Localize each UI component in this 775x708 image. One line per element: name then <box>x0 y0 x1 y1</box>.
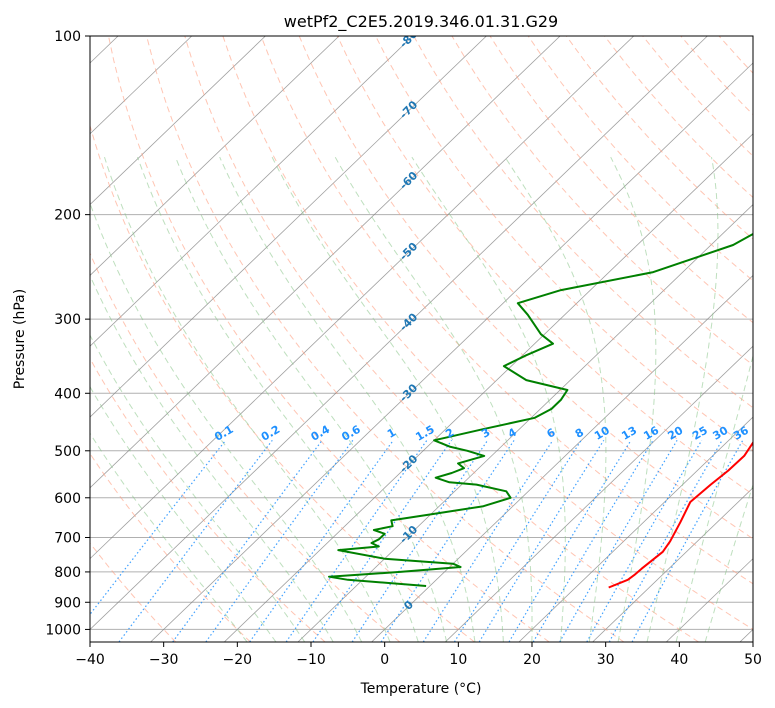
dry-adiabat <box>336 36 753 496</box>
dry-adiabat <box>90 252 401 642</box>
isotherm-line <box>150 62 753 642</box>
mixing-ratio-line <box>380 439 515 642</box>
moist-adiabat <box>104 156 391 642</box>
x-tick-label: 0 <box>380 652 389 668</box>
mixing-ratio-line <box>312 439 453 642</box>
x-tick-label: 30 <box>597 652 615 668</box>
isotherm-line <box>90 36 340 276</box>
mixing-ratio-line <box>586 439 703 642</box>
y-tick-label: 600 <box>54 491 81 507</box>
x-tick-label: 20 <box>523 652 541 668</box>
chart-title: wetPf2_C2E5.2019.346.01.31.G29 <box>284 12 558 32</box>
dewpoint-profile <box>328 232 753 587</box>
dry-adiabat <box>375 36 753 452</box>
isotherm-line <box>444 345 753 642</box>
y-tick-label: 1000 <box>45 622 81 638</box>
mixing-ratio-line <box>608 439 723 642</box>
isotherm-line <box>371 274 753 642</box>
y-tick-label: 200 <box>54 208 81 224</box>
plot-frame <box>89 35 754 643</box>
moist-adiabat <box>610 156 657 642</box>
mixing-ratio-line <box>532 439 654 642</box>
y-tick-label: 800 <box>54 565 81 581</box>
isotherm-line <box>90 36 487 418</box>
moist-adiabat <box>704 483 753 642</box>
mixing-ratio-line <box>285 439 428 642</box>
x-tick-label: −30 <box>149 652 179 668</box>
mixing-ratio-line <box>422 439 554 642</box>
moist-adiabat <box>504 156 607 642</box>
mixing-ratio-line <box>172 439 323 642</box>
moist-adiabat <box>137 156 419 642</box>
moist-adiabat <box>271 156 504 642</box>
moist-adiabat <box>411 156 566 642</box>
plot-area <box>90 36 753 642</box>
y-tick-label: 300 <box>54 312 81 328</box>
x-tick-label: −10 <box>296 652 326 668</box>
isotherm-line <box>90 36 414 347</box>
mixing-ratio-line <box>559 439 678 642</box>
y-tick-label: 400 <box>54 386 81 402</box>
moist-adiabat <box>90 432 248 642</box>
isotherm-line <box>90 36 561 489</box>
isotherm-line <box>592 487 753 642</box>
dry-adiabat <box>90 123 475 642</box>
moist-adiabat <box>646 157 719 642</box>
temperature-profile <box>608 440 753 589</box>
mixing-ratio-line <box>631 439 744 642</box>
moist-adiabat <box>675 353 753 642</box>
dry-adiabat <box>184 36 699 642</box>
y-axis-label: Pressure (hPa) <box>12 289 28 389</box>
mixing-ratio-line <box>205 439 354 642</box>
y-tick-label: 900 <box>54 595 81 611</box>
x-axis-label: Temperature (°C) <box>360 681 482 697</box>
y-tick-label: 500 <box>54 444 81 460</box>
x-tick-label: −20 <box>223 652 253 668</box>
mixing-ratio-line <box>90 439 227 616</box>
x-tick-label: 10 <box>449 652 467 668</box>
x-tick-label: 50 <box>744 652 762 668</box>
dry-adiabat <box>108 36 550 642</box>
dry-adiabat <box>90 357 326 642</box>
moist-adiabat <box>175 156 448 642</box>
mixing-ratio-line <box>508 439 632 642</box>
mixing-ratio-line <box>351 439 489 642</box>
isotherm-line <box>90 36 635 560</box>
y-tick-label: 100 <box>54 29 81 45</box>
axes: −40 −30 −20 −10 0 10 20 30 40 50 100 200 300 400 500 60… <box>45 29 762 668</box>
mixing-ratio-line <box>478 439 605 642</box>
isotherm-line <box>518 416 753 642</box>
moist-adiabat <box>90 274 334 642</box>
y-tick-label: 700 <box>54 531 81 547</box>
moist-adiabat <box>90 201 363 642</box>
moist-adiabat <box>334 156 533 642</box>
x-tick-label: 40 <box>670 652 688 668</box>
dry-adiabat <box>413 36 753 409</box>
mixing-ratio-line <box>453 439 582 642</box>
isotherm-line <box>223 133 753 642</box>
isotherm-line <box>90 36 266 206</box>
x-tick-label: −40 <box>75 652 105 668</box>
isotherm-line <box>90 36 708 630</box>
